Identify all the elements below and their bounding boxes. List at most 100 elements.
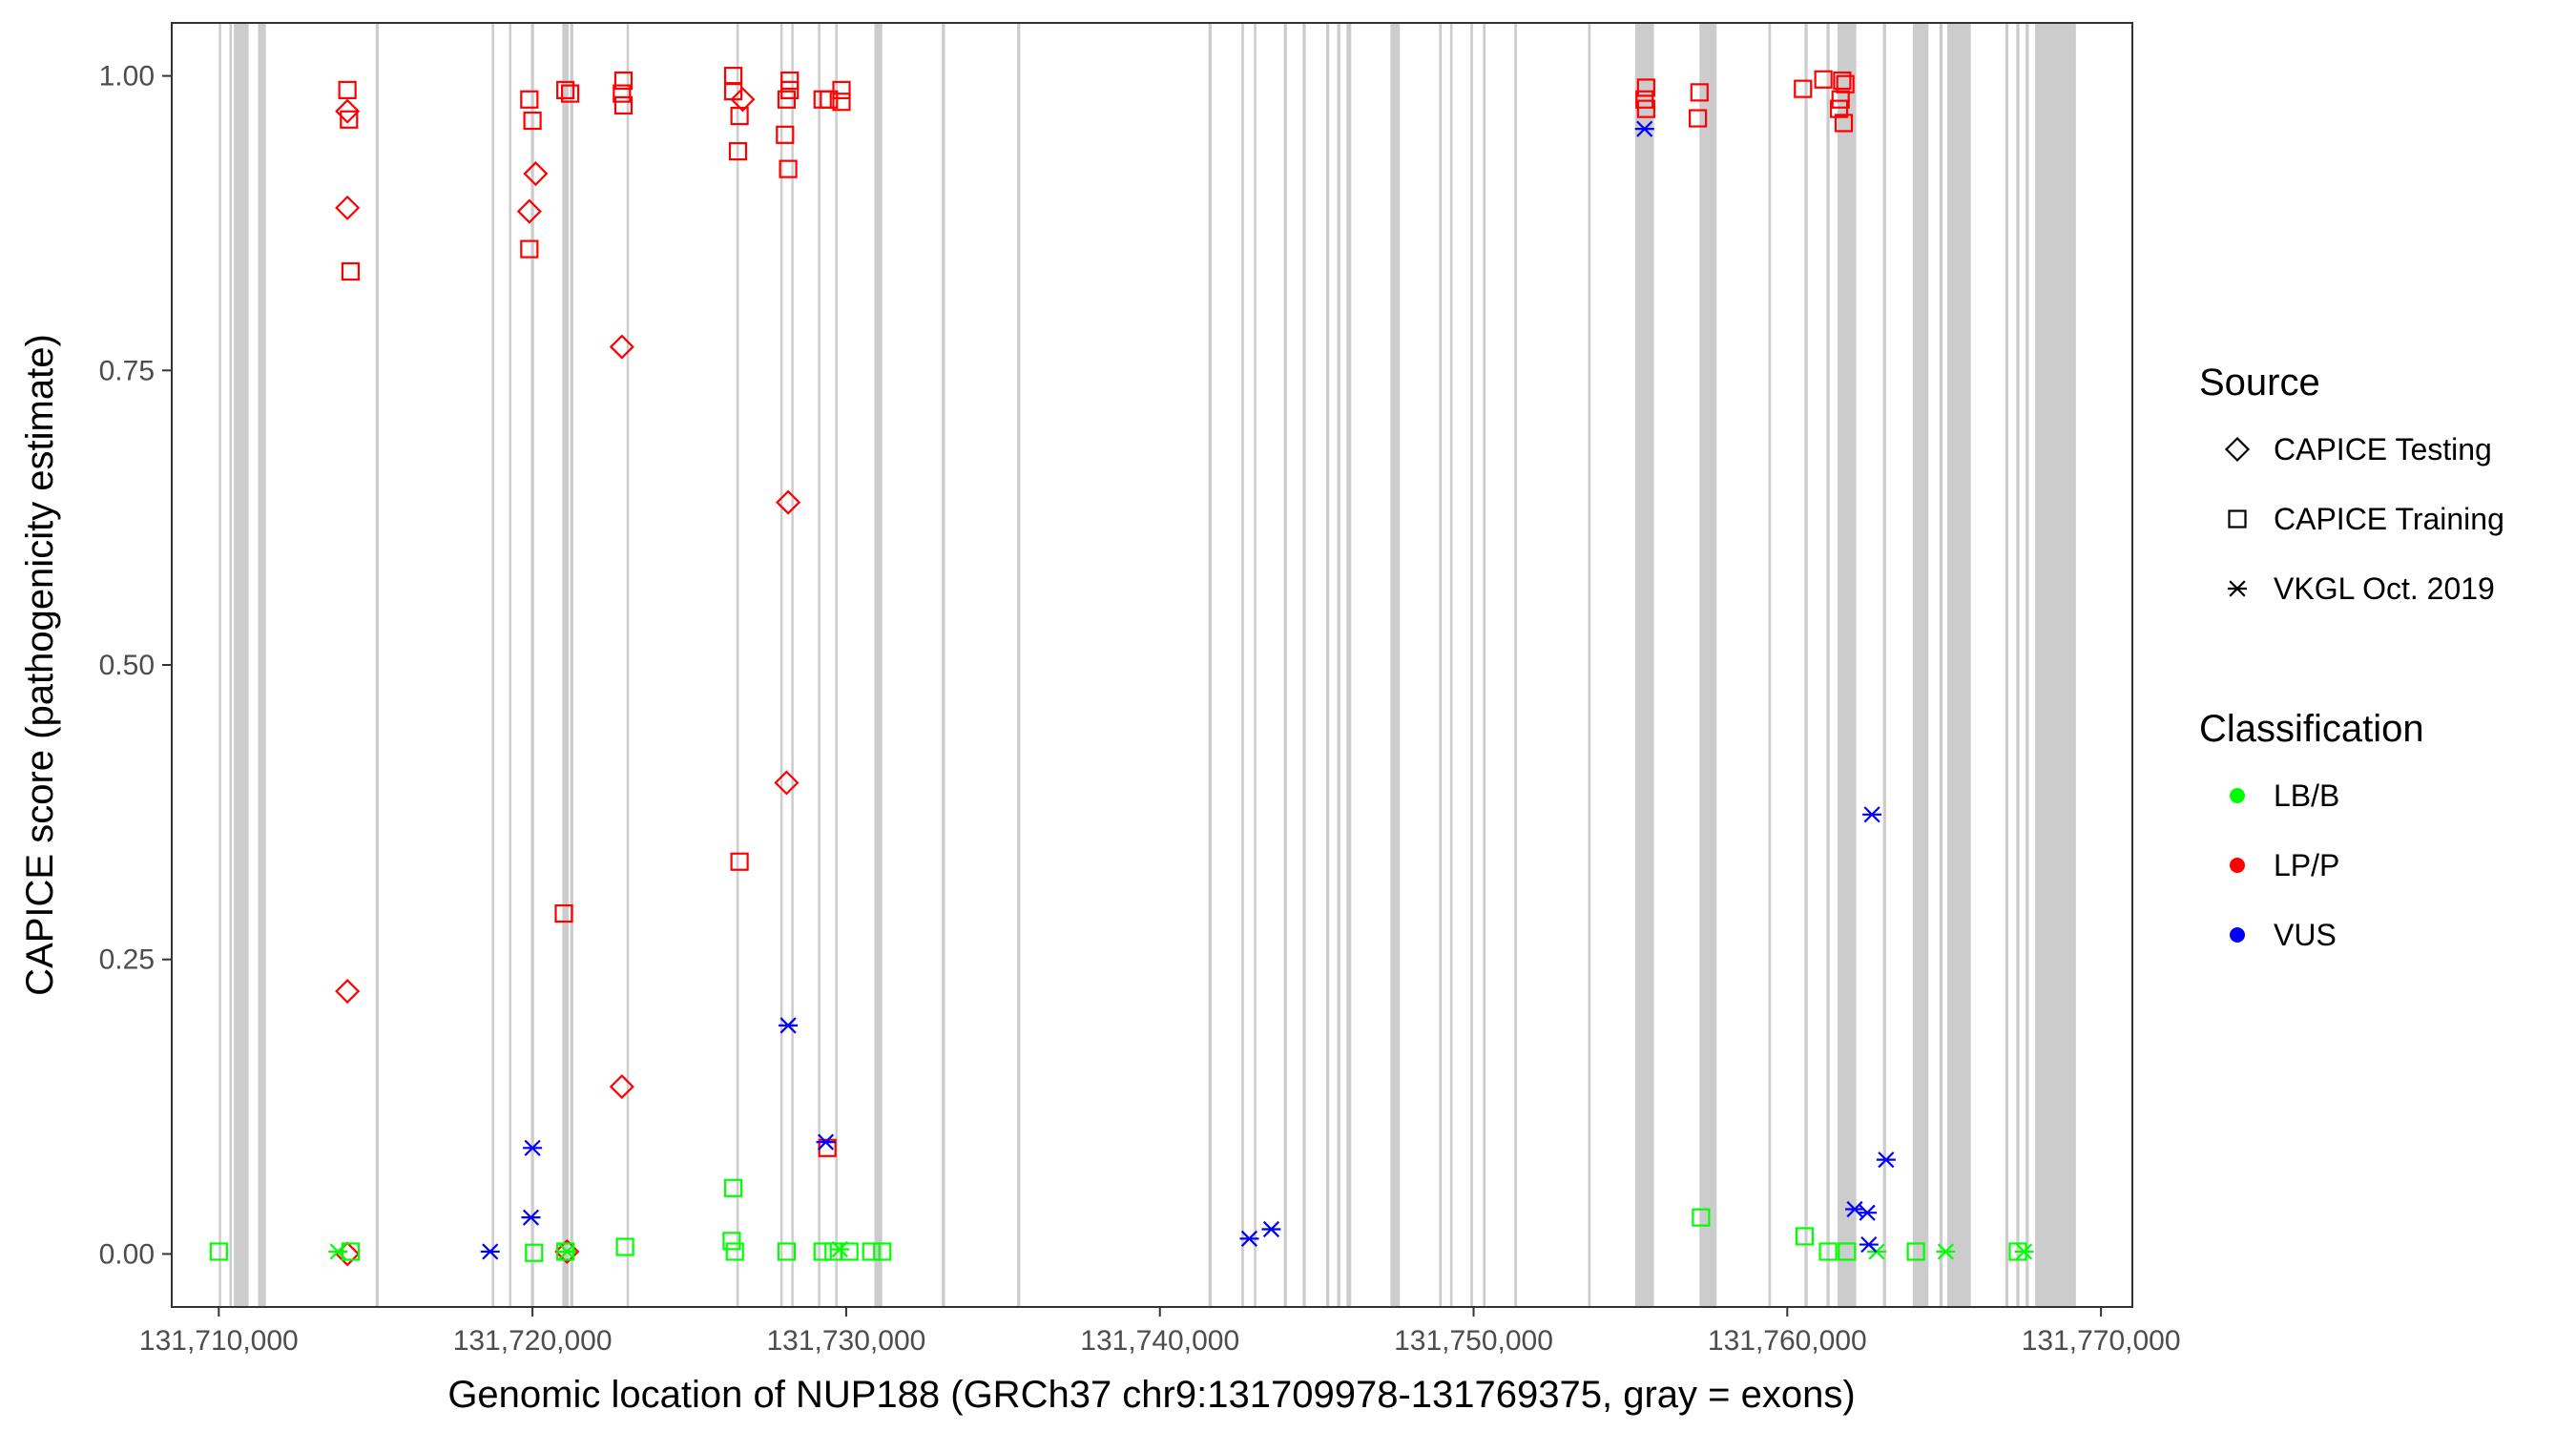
data-point [523,161,549,187]
x-axis-title: Genomic location of NUP188 (GRCh37 chr9:… [447,1374,1855,1416]
data-point [1794,79,1813,98]
data-point [1636,99,1655,118]
exon-band [1208,23,1212,1307]
data-point [1635,90,1654,109]
data-point [520,239,539,259]
data-point [1692,1208,1711,1227]
data-point [1845,1200,1865,1218]
data-point [2014,1243,2034,1260]
legend-key-diamond [2224,436,2251,463]
data-point [1906,1242,1925,1261]
data-point [1634,120,1654,137]
data-point [613,95,634,115]
exon-band [1768,23,1772,1307]
data-point [725,1242,744,1261]
data-point [525,1243,544,1262]
exon-band [779,23,783,1307]
x-axis: 131,710,000 131,720,000 131,730,000 131,740… [139,1307,2181,1357]
exon-band [942,23,945,1307]
data-point [776,489,801,515]
data-point [1239,1230,1259,1247]
legend-classification-items: LB/B LP/P VUS [2230,778,2339,952]
data-point [1261,1220,1281,1238]
data-point [523,1139,543,1156]
exon-band [1346,23,1352,1307]
data-point [723,82,743,101]
data-point [1831,90,1850,109]
data-point [1833,71,1852,91]
data-point [338,80,357,99]
data-point [1859,1235,1879,1254]
data-point [862,1242,881,1261]
exon-band [1699,23,1717,1307]
exon-band [229,23,233,1307]
data-point [1862,806,1882,823]
y-axis-title: CAPICE score (pathogenicity estimate) [19,334,61,996]
data-point [613,84,632,103]
exon-bands [218,23,2076,1307]
data-point [609,334,634,360]
x-tick-label: 131,740,000 [1080,1325,1239,1357]
x-tick-label: 131,720,000 [453,1325,613,1357]
data-point [554,903,573,923]
exon-band [1804,23,1808,1307]
exon-band [2035,23,2076,1307]
y-tick-label: 0.25 [99,944,155,976]
x-tick-label: 131,750,000 [1394,1325,1553,1357]
exon-band [1882,23,1886,1307]
exon-band [1449,23,1453,1307]
data-point [728,142,748,161]
data-point [523,111,542,131]
legend: Source CAPICE Testing CAPICE Training VKGL… [2199,362,2504,952]
data-point [209,1242,228,1261]
exon-band [1439,23,1442,1307]
data-point [777,90,797,109]
data-points [209,66,2034,1267]
exon-band [791,23,794,1307]
x-tick-label: 131,710,000 [139,1325,299,1357]
data-point [1814,70,1833,89]
exon-band [1514,23,1517,1307]
exon-band [2025,23,2029,1307]
data-point [730,852,749,871]
data-point [1795,1227,1815,1246]
x-tick-label: 131,770,000 [2022,1325,2181,1357]
exon-band [1241,23,1244,1307]
legend-key-square [2228,509,2247,529]
exon-band [2016,23,2020,1307]
data-point [335,98,361,124]
exon-band [1483,23,1486,1307]
data-point [480,1243,500,1260]
data-point [521,1209,541,1226]
data-point [335,195,361,220]
y-tick-label: 0.00 [99,1238,155,1270]
data-point [556,80,575,99]
data-point [1636,78,1655,97]
exon-band [1912,23,1929,1307]
data-point [779,1017,799,1034]
legend-key-dot [2230,858,2245,873]
data-point [1858,1204,1878,1221]
exon-band [1470,23,1473,1307]
data-point [1936,1243,1956,1260]
data-point [516,198,542,224]
legend-label: CAPICE Testing [2274,432,2492,467]
data-point [779,159,798,178]
exon-band [1634,23,1654,1307]
data-point [615,1237,634,1256]
data-point [832,93,851,112]
legend-label: CAPICE Training [2274,502,2504,536]
data-point [335,979,361,1005]
data-point [780,80,800,99]
legend-source-title: Source [2199,362,2320,404]
exon-band [234,23,249,1307]
data-point [774,770,800,796]
data-point [1876,1151,1896,1169]
legend-key-dot [2230,788,2245,803]
data-point [776,125,795,144]
data-point [613,71,634,91]
data-point [560,84,580,103]
legend-key-dot [2230,927,2245,943]
y-tick-label: 0.75 [99,355,155,386]
exon-band [375,23,380,1307]
